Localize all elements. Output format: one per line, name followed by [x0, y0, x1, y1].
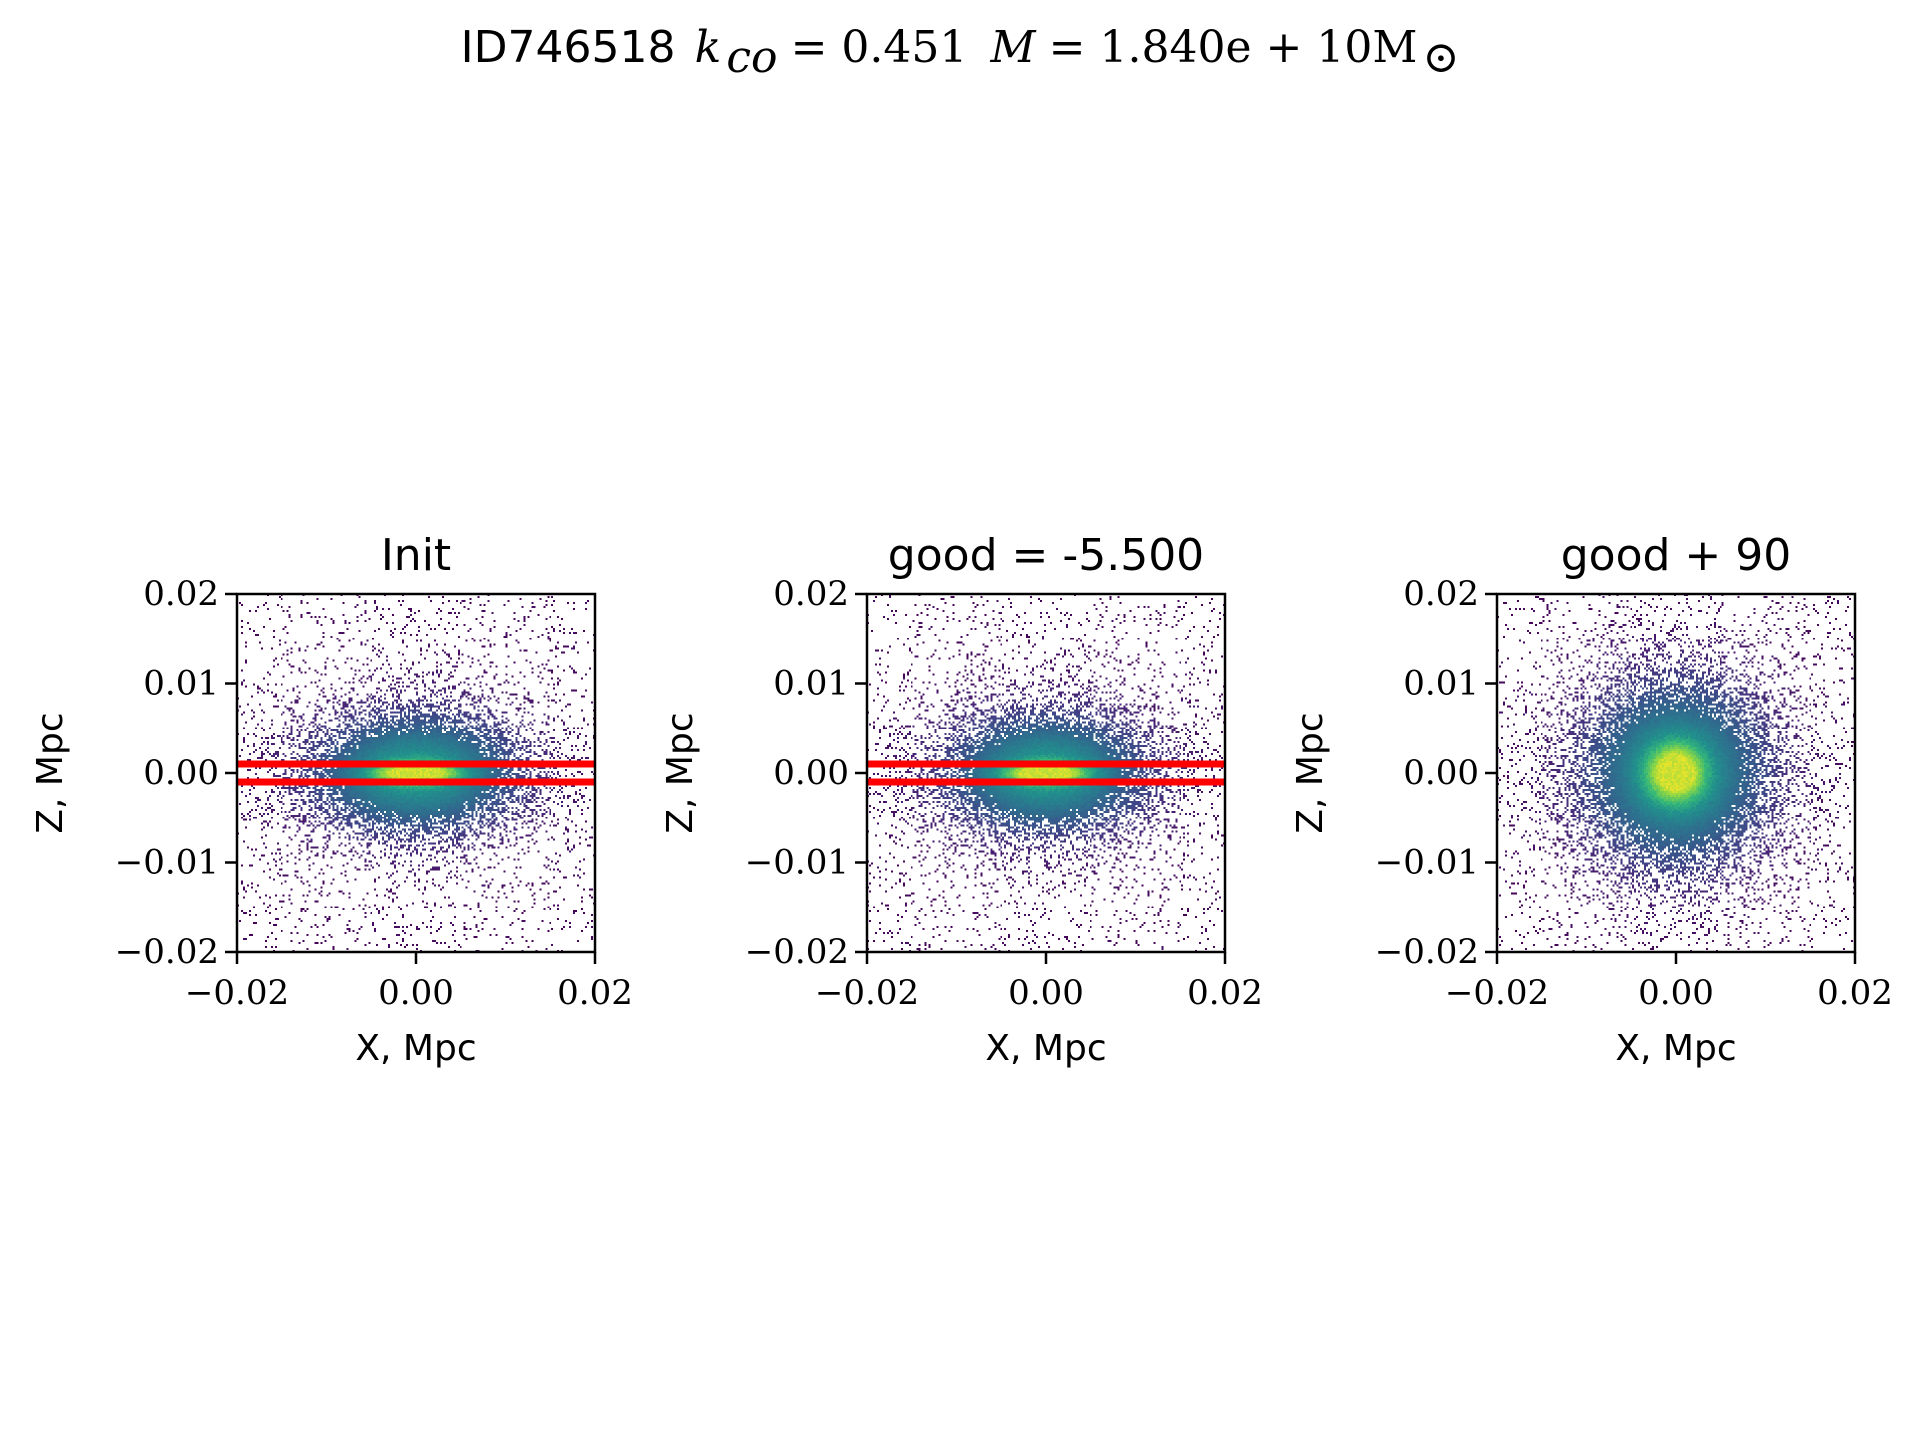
panel-1: −0.02 0.00 0.02 −0.02 −0.01 0.00 0.01 0.02 Init X… — [30, 530, 633, 1069]
y-tick-label: 0.02 — [1403, 574, 1479, 614]
suptitle: ID746518 k co = 0.451 M = 1.840e + 10M ⊙ — [461, 22, 1460, 83]
density-heatmap — [1497, 594, 1855, 952]
y-tick-label: 0.00 — [143, 753, 219, 793]
x-tick-label: −0.02 — [1445, 973, 1549, 1013]
panel-title: good = -5.500 — [888, 530, 1204, 581]
y-tick-label: 0.00 — [773, 753, 849, 793]
panels: −0.02 0.00 0.02 −0.02 −0.01 0.00 0.01 0.02 Init X… — [30, 530, 1893, 1069]
suptitle-kco-symbol: k — [695, 22, 722, 73]
x-axis-label: X, Mpc — [355, 1028, 476, 1069]
x-tick-label: −0.02 — [815, 973, 919, 1013]
y-tick-label: −0.01 — [115, 843, 219, 883]
x-axis-label: X, Mpc — [985, 1028, 1106, 1069]
suptitle-kco-value: = 0.451 — [791, 22, 968, 73]
x-tick-label: 0.02 — [1817, 973, 1893, 1013]
suptitle-mass-value: = 1.840e + 10M — [1049, 22, 1418, 73]
suptitle-mass-subscript: ⊙ — [1422, 32, 1459, 83]
y-tick-label: 0.01 — [143, 664, 219, 704]
y-tick-label: −0.02 — [1375, 932, 1479, 972]
y-axis-label: Z, Mpc — [30, 712, 71, 833]
x-tick-label: 0.00 — [378, 973, 454, 1013]
suptitle-id: ID746518 — [461, 22, 676, 73]
x-tick-label: 0.02 — [557, 973, 633, 1013]
y-axis-label: Z, Mpc — [1290, 712, 1331, 833]
panel-3: −0.02 0.00 0.02 −0.02 −0.01 0.00 0.01 0.02 good … — [1290, 530, 1893, 1069]
y-tick-label: 0.02 — [773, 574, 849, 614]
suptitle-mass-symbol: M — [989, 22, 1036, 73]
panel-title: Init — [381, 530, 451, 581]
panel-2: −0.02 0.00 0.02 −0.02 −0.01 0.00 0.01 0.02 good … — [660, 530, 1263, 1069]
y-tick-label: 0.02 — [143, 574, 219, 614]
panel-title: good + 90 — [1561, 530, 1792, 581]
y-tick-label: 0.01 — [1403, 664, 1479, 704]
x-axis-label: X, Mpc — [1615, 1028, 1736, 1069]
density-heatmap — [867, 594, 1225, 952]
y-axis-label: Z, Mpc — [660, 712, 701, 833]
suptitle-kco-subscript: co — [726, 32, 777, 83]
y-tick-label: −0.01 — [1375, 843, 1479, 883]
density-heatmap — [237, 594, 595, 952]
x-tick-label: 0.00 — [1638, 973, 1714, 1013]
y-tick-label: −0.01 — [745, 843, 849, 883]
y-tick-label: −0.02 — [745, 932, 849, 972]
y-tick-label: −0.02 — [115, 932, 219, 972]
x-tick-label: 0.00 — [1008, 973, 1084, 1013]
y-tick-label: 0.00 — [1403, 753, 1479, 793]
x-tick-label: 0.02 — [1187, 973, 1263, 1013]
y-tick-label: 0.01 — [773, 664, 849, 704]
x-tick-label: −0.02 — [185, 973, 289, 1013]
